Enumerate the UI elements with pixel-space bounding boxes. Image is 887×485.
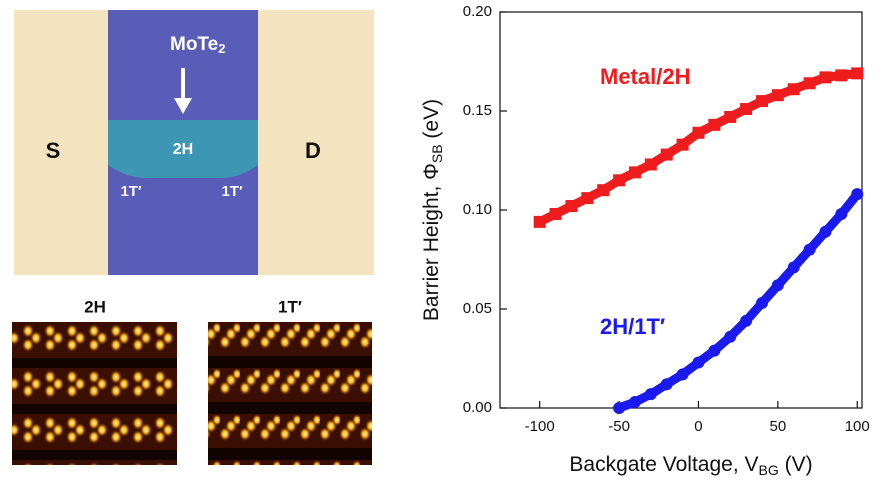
y-tick-label: 0.00 [463,399,492,416]
marker [803,77,816,90]
marker [644,158,657,171]
marker [613,402,626,414]
x-axis-title: Backgate Voltage, VBG (V) [569,453,812,478]
contact-label: 1T′ [120,183,142,200]
marker [771,89,784,102]
arrow-head [174,98,192,114]
marker [628,166,641,179]
marker [549,207,562,220]
marker [628,396,641,409]
x-tick-label: -50 [608,418,630,435]
y-axis-title-part: Barrier Height, Φ [420,163,443,321]
marker [740,314,753,327]
y-tick-label: 0.10 [463,201,492,218]
marker [676,138,689,151]
marker [724,110,737,123]
contact-label: 1T′ [221,183,243,200]
marker [755,297,768,310]
marker [581,192,594,205]
material-text: MoTe [170,34,218,55]
marker [819,71,832,84]
x-tick-label: 0 [694,418,702,435]
y-axis-title-part: (eV) [420,99,443,145]
marker [660,378,673,391]
marker [835,207,848,220]
marker [676,368,689,381]
x-tick-label: 100 [845,418,870,435]
series-label: 2H/1T′ [600,314,665,339]
material-label: MoTe2 [170,34,225,56]
marker [533,215,546,228]
y-tick-label: 0.05 [463,300,492,317]
x-tick-label: -100 [525,418,555,435]
x-axis-title-part: Backgate Voltage, V [569,453,758,476]
marker [597,184,610,197]
series-line [617,191,861,413]
marker [755,95,768,108]
marker [835,69,848,82]
marker [851,188,864,201]
y-tick-label: 0.15 [463,102,492,119]
marker [851,67,864,80]
y-tick-label: 0.20 [463,3,492,20]
marker [740,103,753,116]
x-axis-title-part: (V) [779,453,813,476]
stm-image [12,322,177,465]
plot: 0.00 0.05 0.10 0.15 0.20 -100 -50 0 50 100 Backgat… [420,3,870,478]
channel-label: 2H [173,141,193,158]
marker [660,148,673,161]
marker [692,356,705,369]
series-label: Metal/2H [600,64,690,89]
stm-image [208,322,372,465]
y-axis-title: Barrier Height, ΦSB (eV) [420,99,445,321]
marker [708,344,721,357]
marker [787,261,800,274]
x-tick-label: 50 [770,418,787,435]
y-axis-title-part: SB [429,144,445,163]
drain-label: D [305,138,321,163]
marker [771,279,784,292]
marker [708,118,721,131]
stm-title: 1T′ [278,297,302,316]
source-label: S [46,138,61,163]
marker [692,126,705,139]
x-axis-title-part: BG [759,462,779,478]
marker [803,243,816,256]
material-sub: 2 [218,41,225,56]
marker [724,330,737,343]
marker [819,225,832,238]
marker [644,388,657,401]
marker [565,200,578,213]
marker [787,83,800,96]
device-image: MoTe2 S D 2H 1T′ 1T′ [14,10,374,275]
stm-title: 2H [84,297,106,316]
marker [613,174,626,187]
channel-region [108,120,258,178]
